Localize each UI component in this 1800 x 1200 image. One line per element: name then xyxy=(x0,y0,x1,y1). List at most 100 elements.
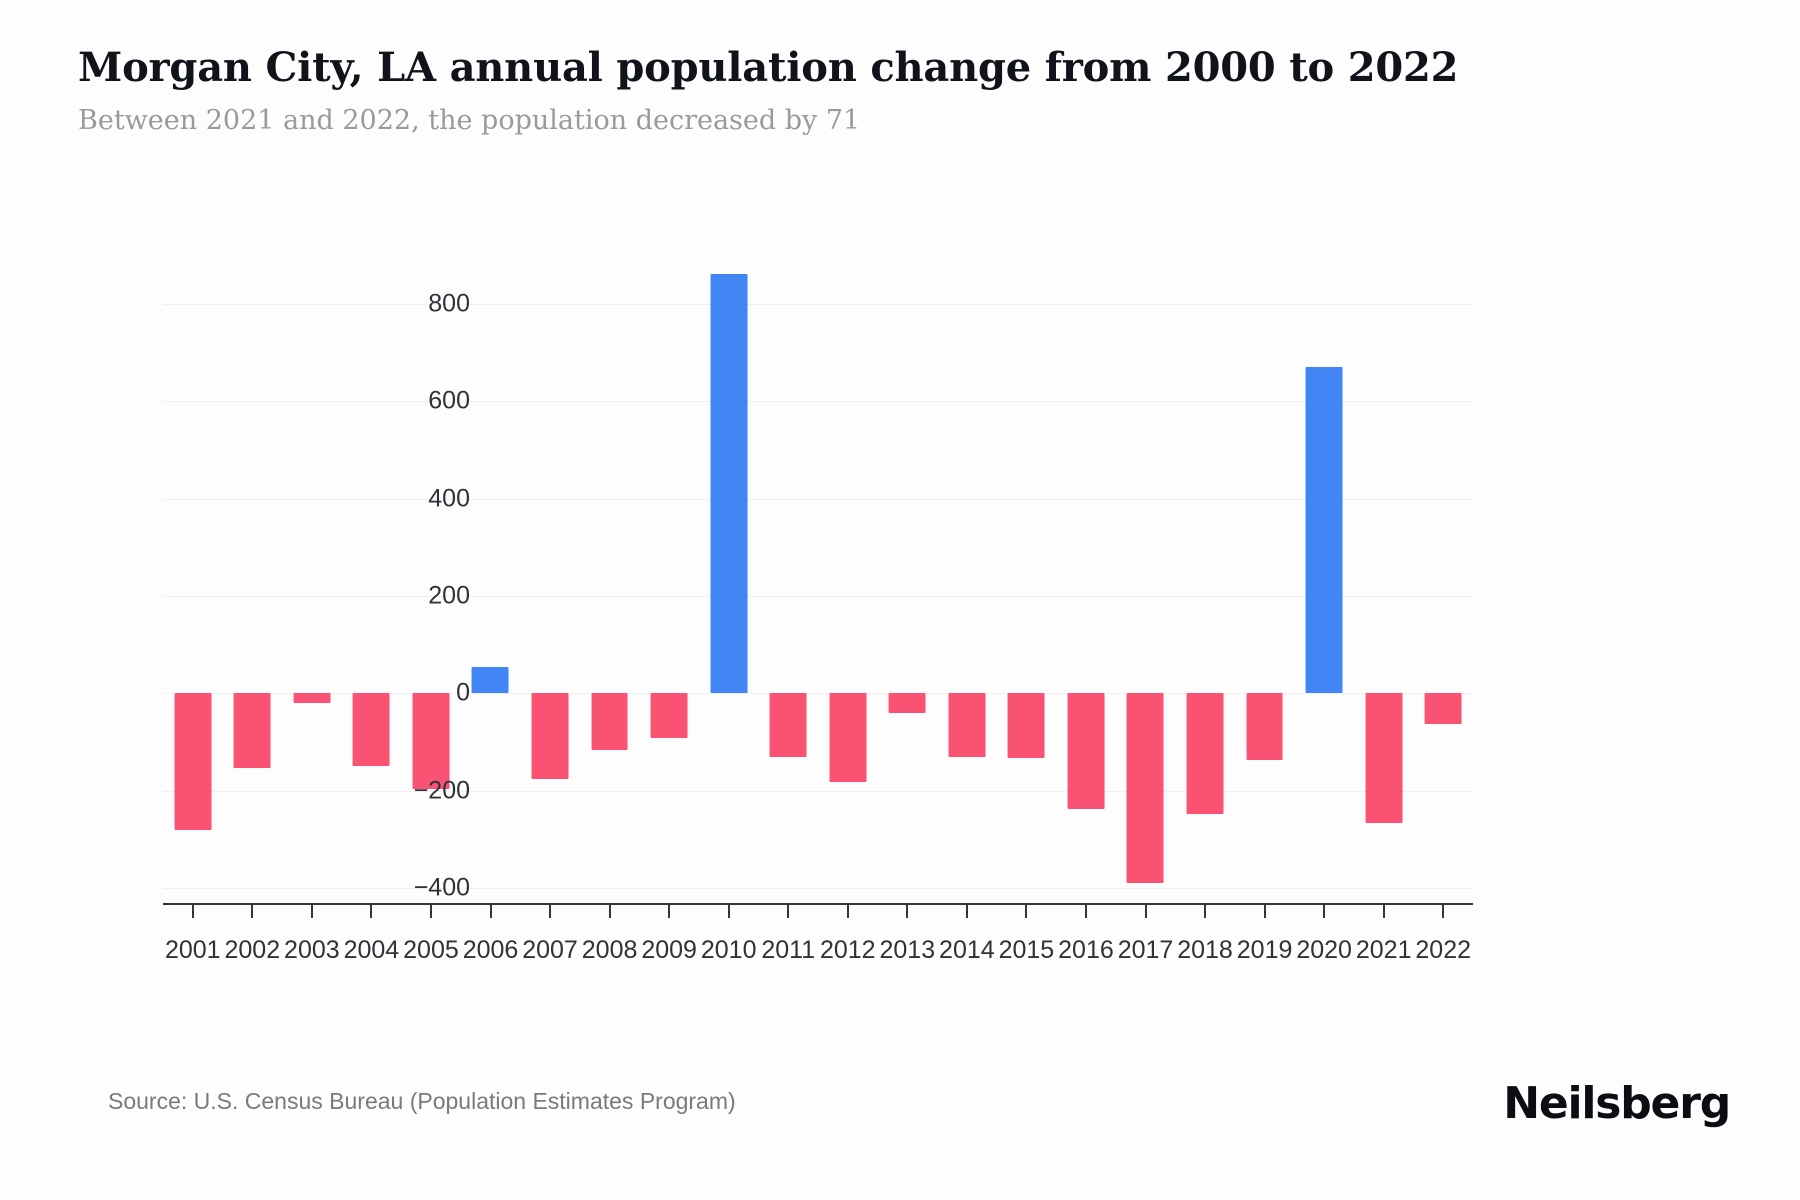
x-axis-label: 2019 xyxy=(1236,936,1293,964)
x-axis-tickmark xyxy=(727,903,730,918)
x-axis-label: 2022 xyxy=(1415,936,1472,964)
bar-slot[interactable] xyxy=(878,255,938,903)
bar[interactable] xyxy=(412,693,450,789)
bar-slot[interactable] xyxy=(639,255,699,903)
source-note: Source: U.S. Census Bureau (Population E… xyxy=(108,1088,736,1114)
plot-area xyxy=(163,255,1473,903)
x-axis-tickmark xyxy=(906,903,909,918)
bar-slot[interactable] xyxy=(342,255,402,903)
bar[interactable] xyxy=(829,693,867,783)
x-axis-label: 2012 xyxy=(819,936,876,964)
x-axis-label: 2021 xyxy=(1355,936,1412,964)
bar[interactable] xyxy=(1305,367,1343,694)
bar[interactable] xyxy=(948,693,986,757)
x-axis-tickmark xyxy=(846,903,849,918)
x-axis-tickmark xyxy=(1442,903,1445,918)
x-axis-tickmark xyxy=(429,903,432,918)
x-axis-label: 2002 xyxy=(224,936,281,964)
bar-slot[interactable] xyxy=(997,255,1057,903)
bar-slot[interactable] xyxy=(1294,255,1354,903)
bar-slot[interactable] xyxy=(163,255,223,903)
bar-slot[interactable] xyxy=(461,255,521,903)
x-axis-tickmark xyxy=(370,903,373,918)
bar[interactable] xyxy=(769,693,807,758)
x-axis-label: 2010 xyxy=(700,936,757,964)
bar-slot[interactable] xyxy=(818,255,878,903)
bar-slot[interactable] xyxy=(520,255,580,903)
bar[interactable] xyxy=(1424,693,1462,725)
x-axis-label: 2011 xyxy=(761,936,816,964)
y-axis-label: 600 xyxy=(428,386,470,415)
gridline xyxy=(163,498,1473,500)
x-axis-tickmark xyxy=(787,903,790,918)
bar[interactable] xyxy=(710,274,748,694)
y-axis-label: 800 xyxy=(428,289,470,318)
x-axis-label: 2009 xyxy=(641,936,697,964)
bar[interactable] xyxy=(174,693,212,830)
y-axis-label: −400 xyxy=(413,873,470,902)
y-axis-label: 400 xyxy=(428,484,470,513)
bar-slot[interactable] xyxy=(1354,255,1414,903)
bar[interactable] xyxy=(888,693,926,713)
x-axis-tickmark xyxy=(251,903,254,918)
gridline xyxy=(163,596,1473,598)
x-axis-label: 2003 xyxy=(284,936,340,964)
page-title: Morgan City, LA annual population change… xyxy=(78,44,1459,91)
x-axis-label: 2020 xyxy=(1296,936,1352,964)
x-axis-line xyxy=(163,903,1473,905)
bar-slot[interactable] xyxy=(937,255,997,903)
bar-slot[interactable] xyxy=(1413,255,1473,903)
bar[interactable] xyxy=(233,693,271,768)
bar[interactable] xyxy=(591,693,629,750)
chart-header: Morgan City, LA annual population change… xyxy=(78,44,1740,138)
bar[interactable] xyxy=(1127,693,1164,883)
x-axis-label: 2004 xyxy=(343,936,400,964)
bar-slot[interactable] xyxy=(282,255,342,903)
x-axis-label: 2013 xyxy=(879,936,936,964)
bar-slot[interactable] xyxy=(1175,255,1235,903)
x-axis-label: 2015 xyxy=(998,936,1055,964)
bar[interactable] xyxy=(293,693,331,704)
x-axis-label: 2001 xyxy=(164,936,221,964)
x-axis-label: 2014 xyxy=(939,936,995,964)
x-axis-label: 2008 xyxy=(581,936,638,964)
bar-slot[interactable] xyxy=(699,255,759,903)
x-axis-label: 2006 xyxy=(462,936,519,964)
y-axis-label: 0 xyxy=(456,678,470,707)
bar[interactable] xyxy=(650,693,688,739)
bar[interactable] xyxy=(1246,693,1284,761)
x-axis-tickmark xyxy=(1263,903,1266,918)
bar-slot[interactable] xyxy=(401,255,461,903)
chart-subtitle: Between 2021 and 2022, the population de… xyxy=(78,105,861,137)
zero-line xyxy=(163,693,1473,695)
bar-slot[interactable] xyxy=(1116,255,1176,903)
x-axis-tickmark xyxy=(549,903,552,918)
bar-slot[interactable] xyxy=(1235,255,1295,903)
x-axis-label: 2017 xyxy=(1117,936,1174,964)
gridline xyxy=(163,303,1473,305)
x-axis-tickmark xyxy=(191,903,194,918)
bar[interactable] xyxy=(472,666,509,694)
gridline xyxy=(163,888,1473,890)
bar[interactable] xyxy=(1365,693,1403,823)
x-axis-tickmark xyxy=(668,903,671,918)
bar-slot[interactable] xyxy=(580,255,640,903)
x-axis-tickmark xyxy=(310,903,313,918)
brand-logo: Neilsberg xyxy=(1503,1078,1731,1129)
x-axis-label: 2018 xyxy=(1177,936,1233,964)
bar-slot[interactable] xyxy=(758,255,818,903)
x-axis-label: 2016 xyxy=(1058,936,1114,964)
bar-series xyxy=(163,255,1473,903)
bar[interactable] xyxy=(1067,693,1105,810)
bar[interactable] xyxy=(1007,693,1045,759)
bar[interactable] xyxy=(531,693,569,780)
y-axis-label: 200 xyxy=(428,581,470,610)
bar-slot[interactable] xyxy=(1056,255,1116,903)
gridline xyxy=(163,401,1473,403)
bar[interactable] xyxy=(352,693,390,766)
bar-slot[interactable] xyxy=(223,255,283,903)
x-axis-tickmark xyxy=(608,903,611,918)
bar[interactable] xyxy=(1186,693,1224,815)
